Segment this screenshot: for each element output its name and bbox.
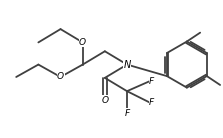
Text: F: F xyxy=(149,98,154,107)
Text: N: N xyxy=(123,60,131,70)
Text: O: O xyxy=(101,95,108,104)
Text: F: F xyxy=(149,77,154,86)
Text: O: O xyxy=(57,72,64,81)
Text: O: O xyxy=(79,38,86,47)
Text: F: F xyxy=(124,109,130,118)
